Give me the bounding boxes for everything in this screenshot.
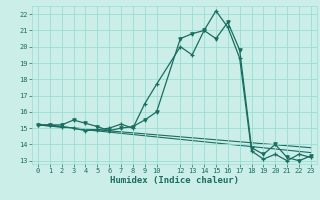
X-axis label: Humidex (Indice chaleur): Humidex (Indice chaleur) <box>110 176 239 185</box>
